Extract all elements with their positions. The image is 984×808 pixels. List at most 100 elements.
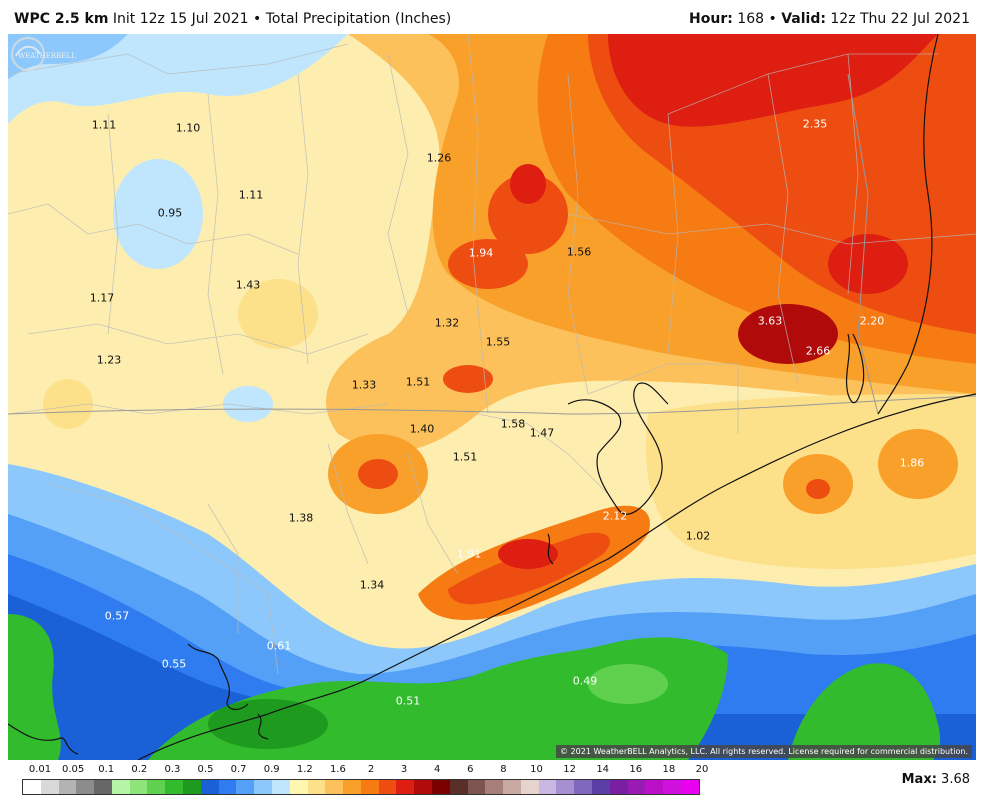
precip-value: 1.43 [235,278,261,292]
precip-value: 1.40 [409,422,435,436]
precip-value: 0.55 [161,657,187,671]
legend-tick-label: 18 [662,764,676,775]
precip-value: 1.17 [89,291,115,305]
precip-value: 1.91 [456,547,482,561]
legend-swatch [574,780,592,794]
precip-value: 3.63 [757,314,783,328]
legend-swatch [592,780,610,794]
precip-value: 1.38 [288,511,314,525]
precip-value: 1.94 [468,246,494,260]
legend-swatch [58,780,77,794]
legend-swatch [289,780,308,794]
legend-swatch [467,780,486,794]
legend-tick-label: 0.1 [98,764,115,775]
legend-tick-label: 1.6 [329,764,346,775]
legend-tick-label: 0.01 [28,764,52,775]
legend-swatch [627,780,646,794]
legend-swatch [165,780,184,794]
precip-value: 0.51 [395,694,421,708]
legend-tick-label: 2 [367,764,375,775]
max-value: 3.68 [941,772,970,787]
product-name: Total Precipitation (Inches) [265,11,452,27]
max-value-readout: Max: 3.68 [902,772,970,787]
precip-value: 0.49 [572,674,598,688]
legend-tick-label: 16 [629,764,643,775]
legend-swatch [485,780,504,794]
map-graphic [8,34,976,760]
legend-swatch [680,780,699,794]
init-time: Init 12z 15 Jul 2021 [112,11,249,27]
legend-swatch [378,780,397,794]
weatherbell-logo-icon: WEATHERBELL [11,37,76,71]
precip-value: 1.58 [500,417,526,431]
legend-swatch [94,780,112,794]
logo-text: WEATHERBELL [18,52,76,60]
legend-tick-label: 0.2 [131,764,148,775]
precip-value: 1.34 [359,578,385,592]
legend-swatch [325,780,344,794]
legend-swatch [147,780,166,794]
legend-tick-label: 20 [695,764,709,775]
precip-value: 1.51 [452,450,478,464]
legend-swatch [343,780,361,794]
legend-tick-label: 0.7 [230,764,247,775]
precip-value: 1.11 [238,188,264,202]
precip-value: 1.56 [566,245,592,259]
legend-swatch [360,780,379,794]
legend-swatch [307,780,326,794]
copyright-notice: © 2021 WeatherBELL Analytics, LLC. All r… [556,745,972,758]
header-left: WPC 2.5 km Init 12z 15 Jul 2021 • Total … [14,11,451,27]
precip-value: 1.26 [426,151,452,165]
precip-value: 2.35 [802,117,828,131]
legend-color-bar [22,779,700,795]
legend-swatch [449,780,468,794]
legend-swatch [236,780,255,794]
legend-tick-label: 0.9 [263,764,280,775]
legend-swatch [645,780,664,794]
legend-swatch [129,780,148,794]
legend-swatch [663,780,681,794]
legend-swatch [218,780,237,794]
precipitation-map[interactable]: 1.11 1.10 1.26 2.35 0.95 1.11 1.94 1.56 … [8,34,976,760]
hour-label: Hour: [689,11,733,27]
legend-swatch [111,780,130,794]
legend-swatch [520,780,539,794]
legend-tick-label: 6 [467,764,474,775]
valid-label: Valid: [781,11,826,27]
legend-tick-label: 14 [596,764,610,775]
model-name: WPC 2.5 km [14,11,109,27]
precip-value: 1.11 [91,118,117,132]
legend-swatch [609,780,628,794]
precip-value: 1.51 [405,375,431,389]
legend-swatch [76,780,95,794]
precip-value: 2.20 [859,314,885,328]
legend-tick-label: 0.05 [61,764,85,775]
legend-tick-label: 12 [563,764,576,775]
legend-swatch [556,780,575,794]
legend-swatch [254,780,272,794]
legend-swatch [200,780,219,794]
header-right: Hour: 168 • Valid: 12z Thu 22 Jul 2021 [689,11,970,27]
legend-swatch [396,780,415,794]
legend-ticks: 0.01 0.05 0.1 0.2 0.3 0.5 0.7 0.9 1.2 1.6 2 3 4 6 8 10 1… [22,764,709,778]
legend-tick-label: 0.5 [197,764,214,775]
legend-tick-label: 8 [500,764,507,775]
hour-value: 168 [737,11,765,27]
legend-swatch [271,780,290,794]
legend-swatch [414,780,432,794]
color-legend: 0.01 0.05 0.1 0.2 0.3 0.5 0.7 0.9 1.2 1.6 2 3 4 6 8 10 1… [22,764,709,804]
valid-value: 12z Thu 22 Jul 2021 [830,11,970,27]
legend-swatch [538,780,557,794]
header-bar: WPC 2.5 km Init 12z 15 Jul 2021 • Total … [0,0,984,34]
precip-value: 1.10 [175,121,201,135]
legend-tick-label: 1.2 [296,764,313,775]
legend-swatch [183,780,201,794]
bullet-separator: • [253,11,262,27]
legend-tick-label: 4 [434,764,441,775]
precip-value: 1.33 [351,378,377,392]
precip-value: 2.66 [805,344,831,358]
legend-tick-label: 0.3 [164,764,181,775]
precip-value: 1.02 [685,529,711,543]
legend-swatch [431,780,450,794]
precip-value: 1.23 [96,353,122,367]
